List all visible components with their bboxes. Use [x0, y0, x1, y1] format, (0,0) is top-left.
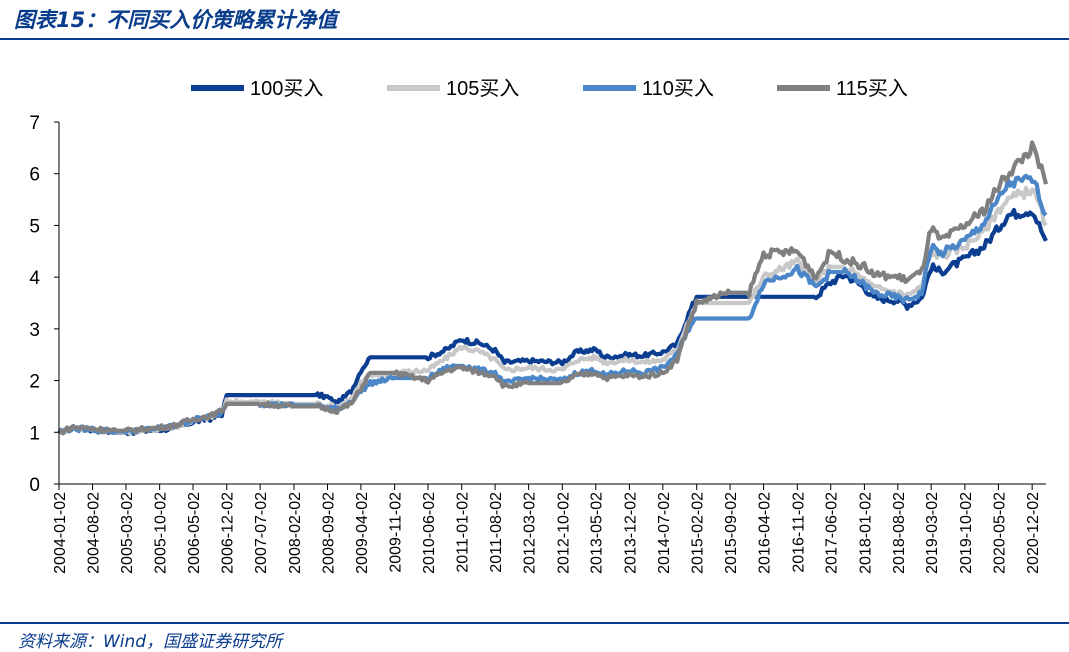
x-tick-label: 2017-06-02: [824, 492, 841, 574]
x-axis: 2004-01-02 2004-08-02 2005-03-02 2005-10-02…: [52, 483, 1046, 574]
series-line: [58, 207, 1048, 437]
x-tick-label: 2016-04-02: [757, 492, 774, 574]
x-tick-label: 2009-11-02: [388, 492, 405, 573]
x-tick-label: 2012-03-02: [522, 492, 539, 574]
x-tick-label: 2018-08-02: [891, 492, 908, 574]
x-tick-label: 2009-04-02: [354, 492, 371, 574]
x-tick-label: 2006-05-02: [186, 492, 203, 574]
y-tick-label: 0: [29, 475, 40, 496]
y-tick-label: 3: [29, 320, 40, 341]
x-tick-label: 2012-10-02: [555, 492, 572, 574]
x-tick-label: 2005-10-02: [153, 492, 170, 574]
x-tick-label: 2020-05-02: [991, 492, 1008, 574]
x-tick-label: 2013-12-02: [622, 492, 639, 574]
x-tick-label: 2014-07-02: [656, 492, 673, 574]
plot-area: [57, 140, 1049, 437]
y-axis: 0 1 2 3 4 5 6 7: [29, 113, 60, 496]
chart-title: 图表15：不同买入价策略累计净值: [14, 8, 338, 32]
x-tick-label: 2006-12-02: [220, 492, 237, 574]
x-tick-label: 2011-01-02: [455, 492, 472, 573]
y-tick-label: 7: [29, 113, 40, 134]
legend-label: 100买入: [250, 78, 323, 100]
legend-label: 105买入: [446, 78, 519, 100]
y-tick-label: 4: [29, 268, 40, 289]
x-tick-label: 2004-08-02: [86, 492, 103, 574]
x-tick-label: 2013-05-02: [589, 492, 606, 574]
x-tick-label: 2015-02-02: [690, 492, 707, 574]
legend: 100买入 105买入 110买入 115买入: [191, 78, 908, 100]
line-chart: 100买入 105买入 110买入 115买入 0 1 2 3 4 5 6 7 2004-01-02…: [29, 78, 1049, 574]
x-tick-label: 2008-02-02: [287, 492, 304, 574]
series-line: [58, 140, 1049, 435]
x-tick-label: 2019-10-02: [958, 492, 975, 574]
x-tick-label: 2007-07-02: [253, 492, 270, 574]
source-note: 资料来源：Wind，国盛证券研究所: [18, 632, 283, 652]
x-tick-label: 2016-11-02: [790, 492, 807, 573]
x-tick-label: 2020-12-02: [1025, 492, 1042, 574]
x-tick-label: 2010-06-02: [421, 492, 438, 574]
series-line: [57, 173, 1048, 435]
legend-label: 110买入: [642, 78, 714, 100]
legend-label: 115买入: [836, 78, 908, 100]
y-tick-label: 1: [29, 423, 40, 444]
x-tick-label: 2004-01-02: [52, 492, 69, 574]
x-tick-label: 2011-08-02: [488, 492, 505, 573]
footer-divider: [0, 622, 1069, 624]
x-tick-label: 2005-03-02: [119, 492, 136, 574]
y-tick-label: 6: [29, 165, 40, 186]
x-tick-label: 2018-01-02: [857, 492, 874, 574]
x-tick-label: 2019-03-02: [924, 492, 941, 574]
x-tick-label: 2015-09-02: [723, 492, 740, 574]
x-tick-label: 2008-09-02: [321, 492, 338, 574]
series-line: [57, 185, 1048, 436]
y-tick-label: 5: [29, 216, 40, 237]
title-divider: [0, 38, 1069, 40]
y-tick-label: 2: [29, 372, 40, 393]
